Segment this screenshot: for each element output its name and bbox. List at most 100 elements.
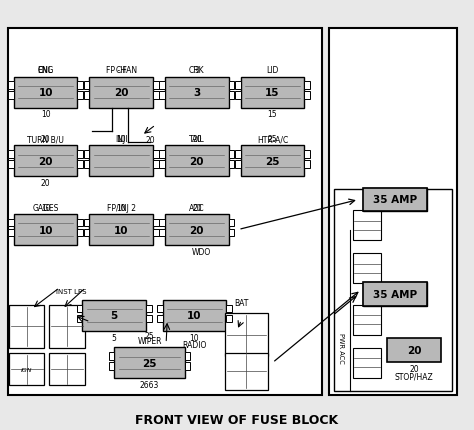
Text: 25: 25	[268, 125, 277, 144]
Bar	[185, 362, 191, 370]
Bar	[229, 150, 235, 158]
Bar	[8, 150, 14, 158]
Text: CRK: CRK	[189, 66, 205, 75]
Text: HTR-A/C: HTR-A/C	[257, 135, 288, 144]
Text: FP/INJ 2: FP/INJ 2	[107, 203, 136, 212]
Text: 20: 20	[146, 136, 155, 145]
Bar	[83, 229, 89, 237]
Bar	[8, 28, 322, 395]
Bar	[235, 92, 240, 100]
Bar	[83, 92, 89, 100]
Bar	[8, 160, 14, 168]
Text: WDO: WDO	[192, 248, 211, 257]
Bar	[353, 211, 381, 241]
Text: 5: 5	[112, 333, 117, 342]
Bar	[240, 146, 304, 177]
Text: LID: LID	[266, 66, 279, 75]
Text: 10: 10	[41, 193, 50, 212]
Bar	[153, 150, 159, 158]
Text: GAGES: GAGES	[32, 203, 59, 212]
Text: 35 AMP: 35 AMP	[373, 289, 418, 299]
Text: INST LPS: INST LPS	[56, 288, 87, 294]
Bar	[77, 229, 83, 237]
Text: 10: 10	[190, 333, 199, 342]
Text: 15: 15	[265, 88, 280, 98]
Text: 20: 20	[38, 157, 53, 166]
Bar	[225, 353, 268, 390]
Bar	[229, 82, 235, 90]
Bar	[9, 305, 45, 348]
Bar	[225, 313, 268, 356]
Text: 35 AMP: 35 AMP	[375, 195, 416, 205]
Bar	[364, 283, 427, 306]
Bar	[8, 229, 14, 237]
Bar	[235, 160, 240, 168]
Bar	[304, 92, 310, 100]
Bar	[89, 77, 153, 108]
Bar	[229, 229, 235, 237]
Bar	[77, 150, 83, 158]
Text: PWR ACC: PWR ACC	[338, 332, 344, 363]
Text: 20: 20	[41, 178, 50, 187]
Bar	[163, 300, 227, 331]
Bar	[165, 146, 229, 177]
Bar	[153, 219, 159, 227]
Text: RADIO: RADIO	[182, 341, 207, 350]
Bar	[14, 146, 77, 177]
Bar	[76, 305, 82, 313]
Bar	[14, 77, 77, 108]
Bar	[153, 82, 159, 90]
Text: 35 AMP: 35 AMP	[375, 289, 416, 299]
Bar	[165, 77, 229, 108]
Bar	[82, 300, 146, 331]
Text: 20: 20	[192, 125, 201, 144]
Text: IGN: IGN	[21, 367, 32, 372]
Bar	[227, 305, 232, 313]
Bar	[159, 160, 165, 168]
Bar	[49, 305, 84, 348]
Text: 20: 20	[407, 345, 421, 355]
Bar	[229, 160, 235, 168]
Bar	[8, 92, 14, 100]
Text: FRONT VIEW OF FUSE BLOCK: FRONT VIEW OF FUSE BLOCK	[136, 413, 338, 427]
Text: WIPER: WIPER	[137, 336, 162, 345]
Bar	[159, 219, 165, 227]
Bar	[83, 219, 89, 227]
Bar	[227, 315, 232, 322]
Bar	[353, 254, 381, 283]
Text: CH: CH	[116, 56, 127, 75]
Bar	[89, 146, 153, 177]
Bar	[304, 82, 310, 90]
Bar	[159, 92, 165, 100]
Bar	[304, 150, 310, 158]
Bar	[353, 348, 381, 378]
Text: 10: 10	[38, 88, 53, 98]
Text: 10: 10	[41, 110, 50, 119]
Bar	[235, 150, 240, 158]
Bar	[9, 353, 45, 385]
Bar	[8, 82, 14, 90]
Bar	[353, 305, 381, 335]
Bar	[153, 229, 159, 237]
Text: CNL: CNL	[38, 56, 53, 75]
Text: TURN B/U: TURN B/U	[27, 135, 64, 144]
Text: ACC: ACC	[189, 203, 205, 212]
Bar	[229, 92, 235, 100]
Text: ENG: ENG	[37, 66, 54, 75]
Text: 3: 3	[193, 88, 201, 98]
Text: 2663: 2663	[140, 381, 159, 390]
Bar	[387, 338, 441, 362]
Text: 3: 3	[194, 56, 199, 75]
Bar	[115, 347, 185, 378]
Bar	[159, 82, 165, 90]
Bar	[165, 215, 229, 246]
Bar	[364, 188, 427, 212]
Text: 20: 20	[410, 364, 419, 373]
Text: 25: 25	[145, 331, 155, 340]
Bar	[240, 77, 304, 108]
Bar	[8, 219, 14, 227]
Text: TAIL: TAIL	[189, 135, 205, 144]
Bar	[364, 283, 427, 306]
Text: 20: 20	[190, 225, 204, 235]
Text: 25: 25	[265, 157, 280, 166]
